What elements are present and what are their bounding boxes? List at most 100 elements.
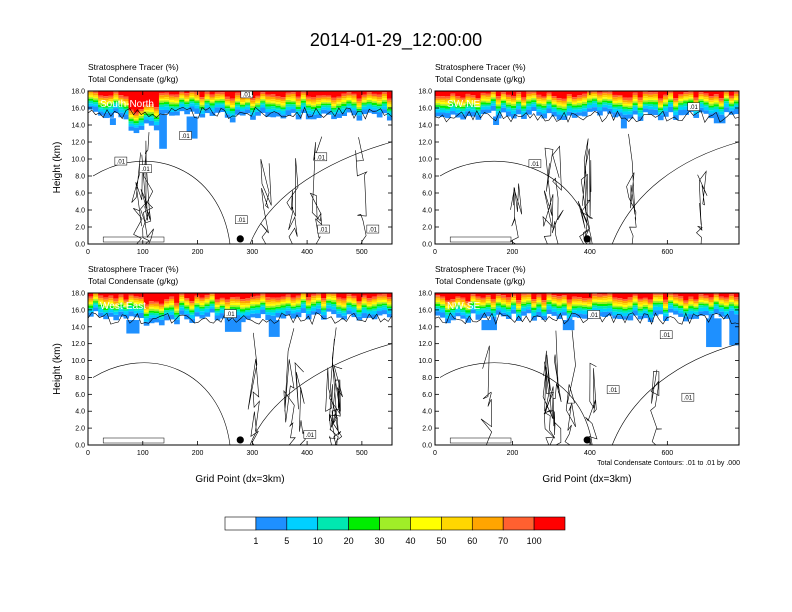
tracer-cell [465, 105, 472, 109]
tracer-cell [668, 305, 674, 309]
tracer-cell [581, 111, 588, 117]
tracer-cell [336, 303, 342, 306]
tracer-cell [128, 303, 135, 306]
tracer-cell [336, 113, 342, 118]
tracer-cell [108, 108, 114, 113]
tracer-cell [713, 297, 720, 299]
tracer-cell [138, 112, 145, 115]
tracer-cell [566, 314, 573, 319]
tracer-cell [98, 304, 104, 307]
tracer-cell [341, 112, 347, 116]
tracer-cell [592, 99, 598, 101]
tracer-cell [361, 313, 368, 319]
tracer-cell [346, 100, 353, 102]
tracer-cell [179, 103, 185, 108]
tracer-cell [93, 299, 99, 302]
tracer-cell [219, 293, 226, 298]
tracer-cell [566, 94, 573, 97]
tracer-cell [321, 99, 327, 101]
tracer-cell [541, 91, 548, 97]
tracer-cell [673, 91, 679, 99]
tracer-cell [336, 105, 342, 108]
tracer-cell [290, 100, 297, 103]
x-axis-label: Grid Point (dx=3km) [542, 474, 631, 485]
tracer-cell [356, 98, 363, 102]
tracer-cell [450, 310, 456, 313]
x-tick-label: 600 [662, 249, 674, 256]
tracer-cell [316, 294, 322, 297]
tracer-cell [718, 100, 725, 103]
tracer-cell [148, 111, 155, 114]
condensate-contour [88, 106, 392, 120]
tracer-cell [153, 303, 160, 306]
tracer-cell [371, 101, 378, 103]
tracer-cell [551, 109, 558, 112]
tracer-cell [128, 305, 135, 309]
tracer-cell [98, 309, 104, 313]
tracer-cell [597, 91, 603, 93]
tracer-cell [255, 109, 261, 112]
y-tick-label: 12.0 [71, 341, 85, 348]
tracer-cell [673, 115, 679, 120]
tracer-cell [209, 105, 216, 108]
tracer-cell [290, 305, 297, 307]
tracer-cell [245, 304, 251, 307]
tracer-cell [250, 313, 256, 318]
tracer-cell [435, 101, 441, 104]
tracer-cell [435, 112, 441, 117]
tracer-cell [475, 310, 482, 315]
tracer-cell [265, 102, 271, 105]
tracer-cell [561, 106, 568, 109]
tracer-cell [688, 91, 694, 94]
tracer-cell [470, 111, 477, 117]
tracer-cell [250, 293, 256, 297]
tracer-cell [341, 302, 347, 305]
tracer-cell [723, 94, 730, 97]
tracer-cell [673, 98, 679, 101]
tracer-cell [642, 102, 649, 104]
tracer-cell [321, 100, 327, 103]
tracer-cell [683, 300, 689, 303]
tracer-cell [733, 103, 739, 106]
tracer-cell [158, 102, 165, 105]
tracer-cell [300, 95, 307, 97]
tracer-cell [118, 106, 125, 110]
tracer-cell [703, 299, 710, 302]
tracer-cell [240, 97, 246, 100]
tracer-cell [265, 98, 271, 101]
tracer-cell [495, 298, 502, 300]
tracer-cell [657, 310, 664, 315]
tracer-cell [250, 105, 256, 109]
tracer-cell [541, 107, 548, 111]
tracer-cell [331, 107, 337, 110]
tracer-cell [316, 296, 322, 299]
tracer-cell [703, 110, 710, 114]
tracer-cell [576, 304, 583, 307]
tracer-cell [189, 106, 195, 112]
tracer-cell [133, 296, 140, 299]
tracer-cell [118, 97, 125, 100]
tracer-cell [511, 294, 517, 297]
tracer-cell [668, 298, 674, 301]
tracer-cell [386, 108, 392, 111]
tracer-cell [280, 302, 287, 304]
tracer-cell [526, 309, 532, 314]
tracer-cell [617, 94, 624, 97]
tracer-cell [351, 295, 358, 299]
tracer-cell [490, 306, 497, 309]
condensate-contour [543, 354, 556, 445]
tracer-cell [189, 306, 195, 309]
y-tick-label: 12.0 [418, 341, 432, 348]
tracer-cell [460, 308, 466, 310]
tracer-cell [138, 118, 145, 121]
tracer-cell [556, 98, 563, 101]
condensate-contour [435, 110, 739, 123]
tracer-cell [602, 95, 608, 98]
tracer-cell [571, 104, 578, 106]
tracer-cell [295, 104, 302, 107]
tracer-cell [290, 306, 297, 309]
tracer-cell [240, 299, 246, 302]
plot-frame [87, 292, 393, 446]
tracer-cell [310, 99, 317, 102]
tracer-cell [351, 110, 358, 116]
